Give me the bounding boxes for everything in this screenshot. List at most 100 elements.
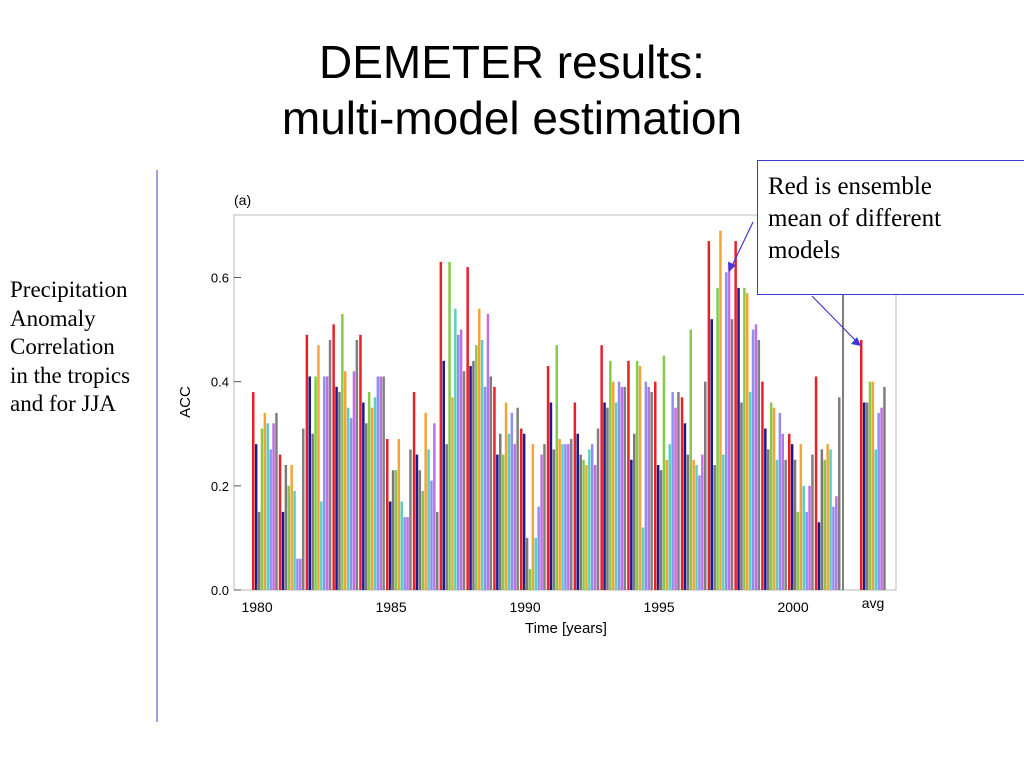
bar-1992-s6 (591, 444, 594, 590)
bar-1999-s5 (775, 459, 779, 590)
bar-avg-s7 (880, 407, 883, 590)
bar-1997-s1 (710, 319, 713, 590)
callout-arrow (811, 295, 859, 344)
bar-1981-s0 (278, 454, 282, 590)
bar-1988-s8 (489, 376, 493, 590)
bar-avg-s1 (862, 402, 866, 590)
x-axis: 1980 1985 1990 1995 2000 avg (241, 584, 884, 615)
bar-1989-s3 (501, 454, 505, 590)
bar-1995-s5 (668, 444, 671, 590)
bar-1985-s7 (406, 517, 409, 590)
bar-1983-s5 (346, 407, 350, 590)
y-tick-label: 0.6 (211, 271, 229, 286)
bar-1980-s0 (252, 392, 255, 590)
bar-1985-s1 (388, 501, 392, 590)
bar-1993-s8 (623, 386, 627, 591)
bar-1990-s4 (531, 444, 535, 590)
bar-1987-s0 (439, 261, 443, 591)
bar-1997-s3 (716, 287, 719, 590)
bar-1982-s0 (305, 334, 309, 590)
bar-1987-s8 (462, 371, 466, 590)
bar-1997-s8 (730, 319, 734, 590)
bar-2000-s7 (808, 485, 811, 590)
callout-line: mean of different (768, 205, 942, 232)
bar-2001-s5 (829, 449, 832, 591)
bar-1989-s4 (504, 402, 508, 590)
side-note-line: in the tropics (10, 362, 131, 388)
bar-1994-s3 (635, 360, 639, 590)
bar-1996-s4 (692, 459, 695, 590)
bar-1992-s4 (585, 465, 588, 590)
bar-1983-s7 (352, 371, 356, 590)
bar-1997-s5 (722, 454, 725, 590)
bar-1991-s5 (561, 444, 564, 590)
bar-1982-s6 (323, 376, 326, 590)
bar-1990-s2 (525, 537, 529, 590)
bar-1989-s8 (516, 407, 519, 590)
slide-title-line-1: DEMETER results: (319, 36, 705, 88)
bar-1985-s4 (397, 438, 401, 590)
bar-1996-s8 (704, 381, 707, 590)
bar-1991-s8 (570, 438, 573, 590)
callout-arrow (730, 221, 754, 269)
bar-1991-s4 (558, 438, 561, 590)
bar-1998-s8 (757, 340, 761, 590)
bar-1997-s6 (725, 272, 728, 590)
bar-1988-s5 (480, 340, 484, 590)
bar-1981-s5 (293, 491, 296, 590)
bar-1982-s5 (320, 501, 323, 590)
bar-2000-s8 (811, 454, 814, 590)
bar-1994-s7 (647, 386, 650, 591)
bar-1987-s7 (459, 329, 463, 590)
bar-1995-s8 (677, 392, 680, 590)
bar-1986-s2 (418, 470, 422, 590)
bar-1993-s4 (612, 381, 615, 590)
bar-1991-s2 (552, 449, 556, 591)
bar-1991-s1 (549, 402, 553, 590)
bar-1981-s6 (296, 558, 299, 590)
bar-1980-s8 (275, 412, 278, 590)
bar-1984-s3 (367, 392, 371, 590)
bar-1999-s8 (784, 459, 787, 590)
bar-1995-s6 (671, 392, 674, 590)
bar-1993-s3 (609, 360, 612, 590)
bar-1983-s3 (341, 313, 344, 590)
bar-2000-s0 (788, 433, 791, 590)
bar-1990-s7 (540, 454, 543, 590)
bar-1998-s1 (737, 287, 740, 590)
bar-1996-s2 (686, 454, 690, 590)
callout-line: Red is ensemble (768, 173, 932, 200)
callout-line: models (768, 237, 841, 264)
bar-1983-s8 (355, 340, 359, 590)
bar-1993-s0 (600, 345, 603, 590)
x-tick-label: avg (862, 595, 885, 611)
bar-avg-s3 (868, 381, 872, 590)
bar-1993-s2 (606, 407, 609, 590)
bar-2001-s7 (835, 496, 838, 590)
bar-1994-s4 (638, 366, 642, 590)
x-tick-label: 1985 (375, 599, 406, 615)
bar-1988-s6 (483, 386, 487, 591)
bar-1987-s3 (448, 261, 451, 591)
bar-1983-s6 (349, 418, 353, 591)
bar-2001-s6 (832, 506, 835, 590)
bar-1986-s6 (430, 480, 433, 591)
bar-1988-s2 (472, 360, 475, 590)
bar-1996-s7 (701, 454, 704, 590)
bar-1992-s1 (576, 433, 579, 590)
bar-2000-s4 (799, 444, 803, 590)
bar-avg-s6 (877, 412, 880, 590)
bar-1990-s1 (522, 433, 526, 590)
slide-title: DEMETER results: multi-model estimation (0, 34, 1024, 146)
bar-1984-s1 (362, 402, 365, 590)
bar-1981-s7 (299, 558, 302, 590)
bar-1999-s0 (761, 381, 764, 590)
bar-1984-s0 (359, 334, 362, 590)
bar-1998-s3 (743, 287, 746, 590)
bar-2001-s0 (814, 376, 818, 590)
bar-1981-s3 (287, 485, 290, 590)
bar-1988-s3 (475, 345, 478, 590)
x-tick-label: 2000 (777, 599, 808, 615)
bar-avg-s8 (883, 386, 886, 591)
